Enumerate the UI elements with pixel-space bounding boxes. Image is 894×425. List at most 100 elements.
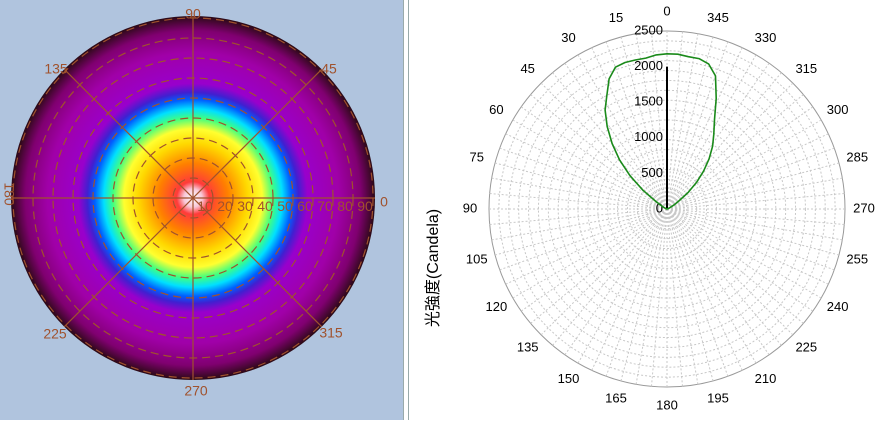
polar-spoke-215: [666, 208, 770, 356]
polar-angle-label-195: 195: [707, 391, 729, 406]
polar-angle-label-210: 210: [755, 371, 777, 386]
polar-spoke-145: [564, 208, 668, 356]
map-angle-label-270: 270: [184, 383, 208, 399]
polar-spoke-125: [520, 208, 668, 312]
polar-spoke-50: [530, 94, 668, 210]
polar-spoke-175: [650, 208, 668, 387]
polar-spoke-80: [491, 177, 668, 210]
polar-spoke-110: [499, 208, 668, 271]
polar-angle-label-60: 60: [489, 102, 503, 117]
polar-spoke-235: [666, 208, 814, 312]
map-angle-label-0: 0: [380, 194, 388, 210]
polar-spoke-135: [540, 208, 668, 336]
y-axis-label: 光強度(Candela): [424, 209, 442, 327]
polar-spoke-230: [666, 208, 804, 324]
polar-angle-label-0: 0: [663, 3, 670, 18]
polar-angle-label-240: 240: [827, 299, 849, 314]
polar-angle-label-120: 120: [486, 299, 508, 314]
polar-spoke-255: [666, 208, 840, 256]
map-radial-label-40: 40: [257, 198, 273, 214]
polar-spoke-330: [666, 54, 757, 210]
polar-spoke-55: [520, 106, 668, 210]
polar-spoke-75: [494, 162, 668, 210]
polar-spoke-300: [666, 119, 822, 210]
polar-spoke-115: [505, 208, 668, 285]
polar-spoke-100: [491, 208, 668, 241]
polar-angle-label-285: 285: [846, 149, 868, 164]
polar-spoke-250: [666, 208, 835, 271]
polar-spoke-200: [666, 208, 729, 377]
map-angle-label-315: 315: [319, 325, 343, 341]
map-radial-label-30: 30: [237, 198, 253, 214]
polar-spoke-105: [494, 208, 668, 256]
map-angle-label-180: 180: [1, 182, 17, 206]
polar-spoke-155: [591, 208, 668, 371]
polar-angle-label-345: 345: [707, 10, 729, 25]
polar-spoke-10: [635, 33, 668, 210]
polar-angle-label-270: 270: [853, 200, 875, 215]
polar-spoke-320: [666, 72, 782, 210]
polar-spoke-345: [666, 36, 714, 210]
polar-ring-16: [508, 50, 826, 368]
polar-spoke-340: [666, 41, 729, 210]
polar-spoke-15: [620, 36, 668, 210]
panel-divider[interactable]: [403, 0, 409, 420]
polar-spoke-60: [512, 119, 668, 210]
polar-spoke-295: [666, 133, 829, 210]
polar-spoke-315: [666, 82, 794, 210]
polar-spoke-25: [591, 47, 668, 210]
polar-spoke-70: [499, 147, 668, 210]
polar-ring-12: [547, 89, 787, 329]
polar-spoke-285: [666, 162, 840, 210]
polar-spoke-305: [666, 106, 814, 210]
polar-spoke-190: [666, 208, 699, 385]
radial-tick-label-1500: 1500: [634, 94, 663, 109]
intensity-curve: [604, 53, 717, 210]
polar-spoke-95: [489, 208, 668, 226]
polar-spoke-290: [666, 147, 835, 210]
polar-spoke-40: [552, 72, 668, 210]
map-spoke-135: [63, 68, 323, 328]
polar-spoke-5: [650, 31, 668, 210]
polar-angle-label-225: 225: [795, 340, 817, 355]
polar-plot-panel: 光強度(Candela) 0 15 30 45 60 75 90 105 120 135 150 165…: [409, 0, 894, 420]
polar-spoke-210: [666, 208, 757, 364]
polar-spoke-355: [666, 31, 684, 210]
polar-angle-label-165: 165: [605, 391, 627, 406]
map-radial-label-60: 60: [297, 198, 313, 214]
polar-spoke-165: [620, 208, 668, 382]
map-angle-label-135: 135: [44, 61, 68, 77]
polar-angle-label-45: 45: [520, 61, 534, 76]
polar-spoke-170: [635, 208, 668, 385]
polar-spoke-160: [605, 208, 668, 377]
polar-spoke-350: [666, 33, 699, 210]
polar-spoke-140: [552, 208, 668, 346]
polar-angle-label-300: 300: [827, 102, 849, 117]
polar-spoke-260: [666, 208, 843, 241]
polar-spoke-335: [666, 47, 743, 210]
map-radial-label-80: 80: [337, 198, 353, 214]
map-angle-label-225: 225: [43, 326, 67, 342]
radial-tick-label-2500: 2500: [634, 22, 663, 37]
light-distribution-map-panel: 90 135 45 180 0 225 315 270 10 20 30 40 50 60 70 80 90: [0, 0, 403, 420]
polar-spoke-20: [605, 41, 668, 210]
polar-angle-label-150: 150: [558, 371, 580, 386]
polar-spoke-65: [505, 133, 668, 210]
map-angle-label-45: 45: [321, 61, 337, 77]
polar-angle-label-255: 255: [846, 251, 868, 266]
polar-spoke-195: [666, 208, 714, 382]
polar-spoke-185: [666, 208, 684, 387]
polar-spoke-150: [577, 208, 668, 364]
polar-angle-label-315: 315: [795, 61, 817, 76]
polar-spoke-205: [666, 208, 743, 371]
polar-angle-label-330: 330: [755, 30, 777, 45]
polar-spoke-30: [577, 54, 668, 210]
map-radial-label-70: 70: [317, 198, 333, 214]
radial-tick-label-0: 0: [656, 200, 663, 215]
polar-spoke-280: [666, 177, 843, 210]
map-angle-label-90: 90: [185, 6, 201, 22]
polar-angle-label-15: 15: [609, 10, 623, 25]
polar-plot: 光強度(Candela) 0 15 30 45 60 75 90 105 120 135 150 165…: [424, 3, 875, 412]
polar-spoke-275: [666, 192, 845, 210]
